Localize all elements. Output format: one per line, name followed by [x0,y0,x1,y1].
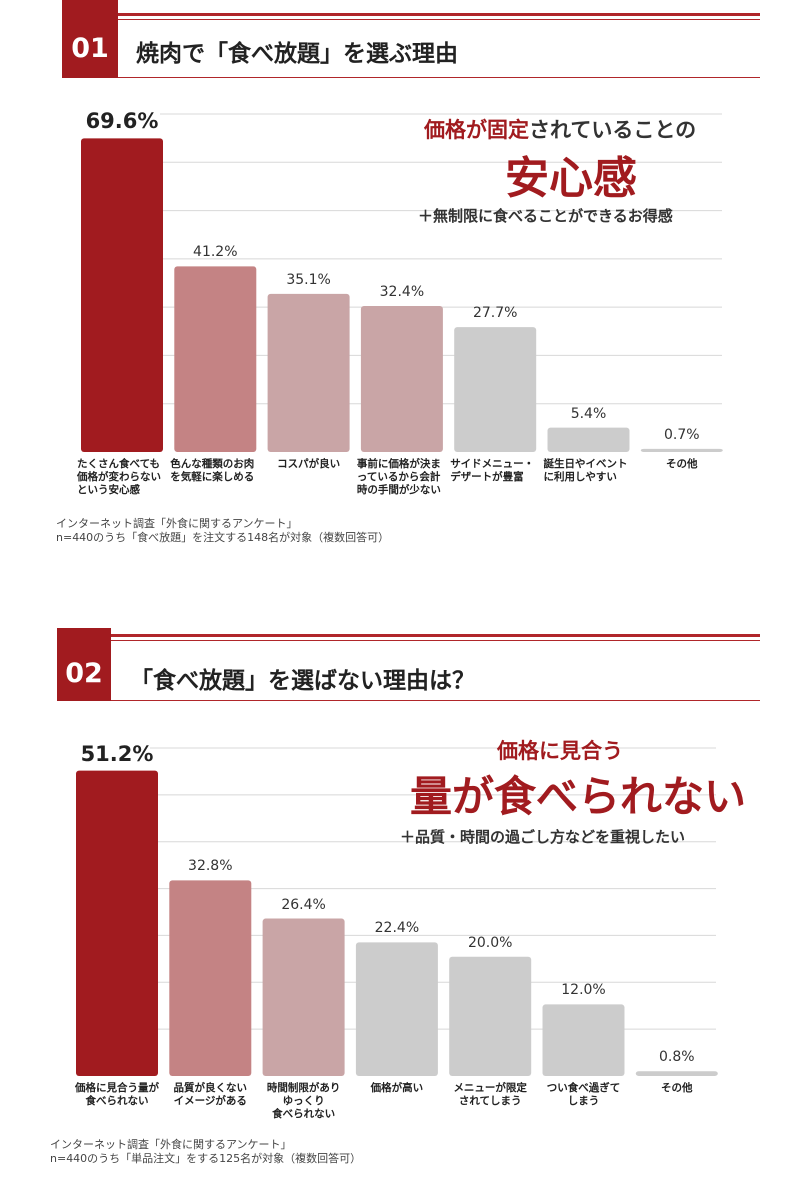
bar [635,1071,718,1076]
survey-note: インターネット調査「外食に関するアンケート」 n=440のうち「食べ放題」を注文… [56,517,389,545]
headline-line1: 価格に見合う [497,739,623,763]
bar [169,880,252,1076]
header-rule-top-thin [57,640,760,641]
section-title: 「食べ放題」を選ばない理由は？ [130,668,475,694]
header-rule-bottom [57,700,760,701]
section-2: 02 「食べ放題」を選ばない理由は？ 価格に見合う 量が食べられない ＋品質・時… [0,628,797,1187]
bar-value-label: 0.7% [664,426,700,443]
category-label: 色んな種類のお肉 を気軽に楽しめる [170,458,255,483]
bar-value-label: 27.7% [472,305,518,322]
bar-value-label: 26.4% [281,896,326,913]
chart-1-svg [81,113,723,452]
bar [174,266,257,452]
bar [360,305,443,452]
header-rule-top [57,634,760,637]
survey-note-line1: インターネット調査「外食に関するアンケート」 [50,1138,292,1151]
category-label: 時間制限があり ゆっくり 食べられない [266,1082,341,1120]
section-1: 01 焼肉で「食べ放題」を選ぶ理由 価格が固定されていることの 安心感 ＋無制限… [0,0,797,560]
bar [262,918,345,1076]
bar [76,770,158,1076]
survey-note-line2: n=440のうち「食べ放題」を注文する148名が対象（複数回答可） [56,531,390,544]
category-label: つい食べ過ぎて しまう [546,1082,621,1107]
bar [454,327,537,452]
chart-1 [0,0,797,560]
headline-highlight: 価格が固定 [424,118,529,142]
headline-line1: 価格が固定されていることの [424,114,696,144]
header-rule-bottom [62,77,760,78]
headline-line2: 安心感 [505,153,637,204]
headline-sub: ＋品質・時間の過ごし方などを重視したい [400,828,686,846]
bar-value-label: 0.8% [659,1049,695,1066]
category-label: コスパが良い [277,458,341,470]
category-label: 事前に価格が決ま っているから会計 時の手間が少ない [356,458,441,496]
headline-rest: されていることの [529,118,697,142]
bar [640,448,723,452]
category-label: たくさん食べても 価格が変わらない という安心感 [77,458,161,496]
bar-value-label: 41.2% [193,244,238,261]
survey-note-line2: n=440のうち「単品注文」をする125名が対象（複数回答可） [50,1152,362,1165]
bar-value-label: 22.4% [374,920,420,937]
category-label: 価格に見合う量が 食べられない [75,1082,159,1107]
bar-value-label: 35.1% [286,271,331,288]
header-rule-top [62,13,760,16]
headline-sub: ＋無制限に食べることができるお得感 [418,207,673,225]
bar-value-label: 32.8% [188,858,233,875]
category-label: 価格が高い [370,1082,424,1094]
bar [267,293,350,452]
bar-value-label: 20.0% [467,934,513,951]
category-label: メニューが限定 されてしまう [453,1082,527,1107]
chart-2-svg [76,747,718,1076]
bar [449,956,532,1076]
category-label: 誕生日やイベント に利用しやすい [543,458,628,483]
bar [547,427,630,452]
bar-value-label: 69.6% [85,109,159,134]
survey-note: インターネット調査「外食に関するアンケート」 n=440のうち「単品注文」をする… [50,1138,361,1166]
category-label: その他 [666,458,698,470]
section-title: 焼肉で「食べ放題」を選ぶ理由 [136,41,458,67]
category-label: サイドメニュー・ デザートが豊富 [450,458,535,483]
bar-value-label: 5.4% [570,405,607,422]
category-label: 品質が良くない イメージがある [173,1082,248,1107]
section-number: 02 [57,628,111,701]
bar [355,942,438,1076]
bar-value-label: 51.2% [80,741,154,766]
bar-value-label: 12.0% [561,982,606,999]
bar [81,138,163,452]
chart-2 [0,628,797,1187]
headline-line2: 量が食べられない [410,772,747,821]
section-number: 01 [62,0,118,78]
bar-value-label: 32.4% [379,283,425,300]
bar [542,1004,625,1076]
survey-note-line1: インターネット調査「外食に関するアンケート」 [56,517,298,530]
category-label: その他 [661,1082,693,1094]
header-rule-top-thin [62,19,760,20]
